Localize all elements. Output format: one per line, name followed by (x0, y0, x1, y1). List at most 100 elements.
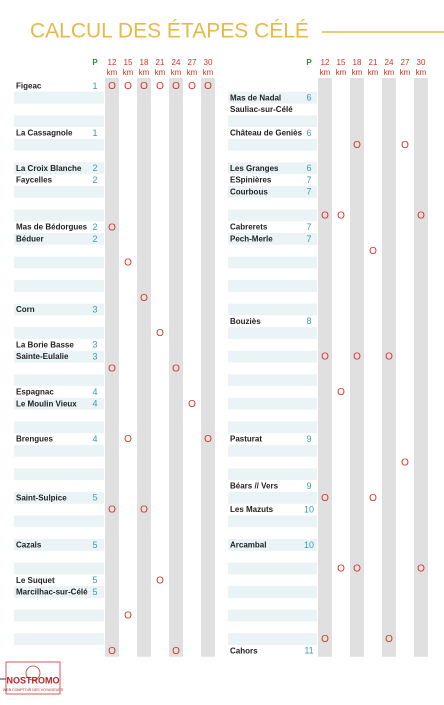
place-name: Mas de Nadal (230, 93, 281, 102)
row-band (14, 468, 104, 481)
stop-mark: O (353, 140, 361, 151)
distance-unit: km (384, 68, 395, 77)
stop-mark: O (337, 210, 345, 221)
stop-mark: O (108, 646, 116, 657)
row-band (14, 233, 104, 245)
place-name: Cabrerets (230, 223, 268, 232)
stop-mark: O (140, 505, 148, 516)
row-band (228, 185, 317, 198)
row-band (14, 633, 104, 645)
column-band (137, 78, 151, 657)
stop-mark: O (417, 564, 425, 575)
logo-name: NOSTROMO (7, 675, 60, 685)
place-name: Sauliac-sur-Célé (230, 105, 293, 114)
place-name: Brengues (16, 435, 53, 444)
stage-number: 4 (92, 399, 97, 409)
stop-mark: O (369, 246, 377, 257)
place-name: Béduer (16, 235, 44, 244)
stop-mark: O (108, 364, 116, 375)
row-band (228, 256, 317, 269)
distance-unit: km (352, 68, 363, 77)
place-name: La Cassagnole (16, 129, 73, 138)
column-band (318, 78, 332, 657)
row-band (228, 562, 317, 575)
distance-header: 24 (172, 58, 181, 67)
stage-number: 3 (92, 340, 97, 350)
stop-mark: O (401, 140, 409, 151)
distance-unit: km (107, 68, 118, 77)
row-band (14, 280, 104, 292)
row-band (228, 539, 317, 551)
place-name: Courbous (230, 187, 268, 196)
column-band (201, 78, 215, 657)
stage-number: 11 (304, 646, 313, 656)
distance-unit: km (203, 68, 214, 77)
distance-header: 18 (353, 58, 362, 67)
title: CALCUL DES ÉTAPES CÉLÉ (30, 20, 309, 43)
row-band (14, 515, 104, 528)
place-name: La Borie Basse (16, 340, 74, 349)
stage-number: 6 (306, 128, 311, 138)
row-band (14, 350, 104, 363)
place-name: Pech-Merle (230, 235, 273, 244)
stop-mark: O (401, 458, 409, 469)
row-band (14, 115, 104, 128)
stop-mark: O (108, 81, 116, 92)
stop-mark: O (124, 434, 132, 445)
row-band (228, 491, 317, 504)
stop-mark: O (172, 646, 180, 657)
place-name: Cahors (230, 646, 258, 655)
row-band (228, 209, 317, 222)
stop-mark: O (156, 328, 164, 339)
stop-mark: O (204, 81, 212, 92)
row-band (228, 444, 317, 457)
stop-mark: O (321, 634, 329, 645)
row-band (14, 421, 104, 434)
row-band (14, 138, 104, 151)
distance-unit: km (336, 68, 347, 77)
row-band (228, 280, 317, 292)
column-band (414, 78, 428, 657)
stop-mark: O (337, 387, 345, 398)
distance-unit: km (368, 68, 379, 77)
stop-mark: O (124, 81, 132, 92)
place-name: Corn (16, 305, 35, 314)
column-band (169, 78, 183, 657)
distance-header: 30 (204, 58, 213, 67)
stop-mark: O (124, 258, 132, 269)
place-name: La Croix Blanche (16, 164, 82, 173)
distance-unit: km (320, 68, 331, 77)
row-band (228, 115, 317, 128)
distance-header: 30 (417, 58, 426, 67)
row-band (14, 303, 104, 316)
row-band (228, 303, 317, 316)
stop-mark: O (353, 564, 361, 575)
row-band (228, 91, 317, 104)
distance-header: 21 (369, 58, 378, 67)
distance-header: 15 (124, 58, 133, 67)
stage-number: 9 (306, 434, 311, 444)
place-name: Les Mazuts (230, 505, 274, 514)
stage-number: 7 (306, 222, 311, 232)
stop-mark: O (188, 399, 196, 410)
stop-mark: O (156, 575, 164, 586)
place-name: Figeac (16, 81, 42, 90)
stop-mark: O (108, 222, 116, 233)
stage-number: 8 (306, 316, 311, 326)
stop-mark: O (204, 434, 212, 445)
p-header: P (306, 58, 312, 67)
stage-number: 5 (92, 575, 97, 585)
row-band (228, 138, 317, 151)
stop-mark: O (353, 352, 361, 363)
place-name: Les Granges (230, 164, 279, 173)
place-name: Espagnac (16, 388, 54, 397)
place-name: Sainte-Eulalie (16, 352, 69, 361)
stop-mark: O (369, 493, 377, 504)
stage-number: 3 (92, 304, 97, 314)
row-band (14, 162, 104, 175)
row-band (14, 562, 104, 575)
stage-number: 2 (92, 222, 97, 232)
stage-number: 2 (92, 175, 97, 185)
distance-header: 18 (140, 58, 149, 67)
